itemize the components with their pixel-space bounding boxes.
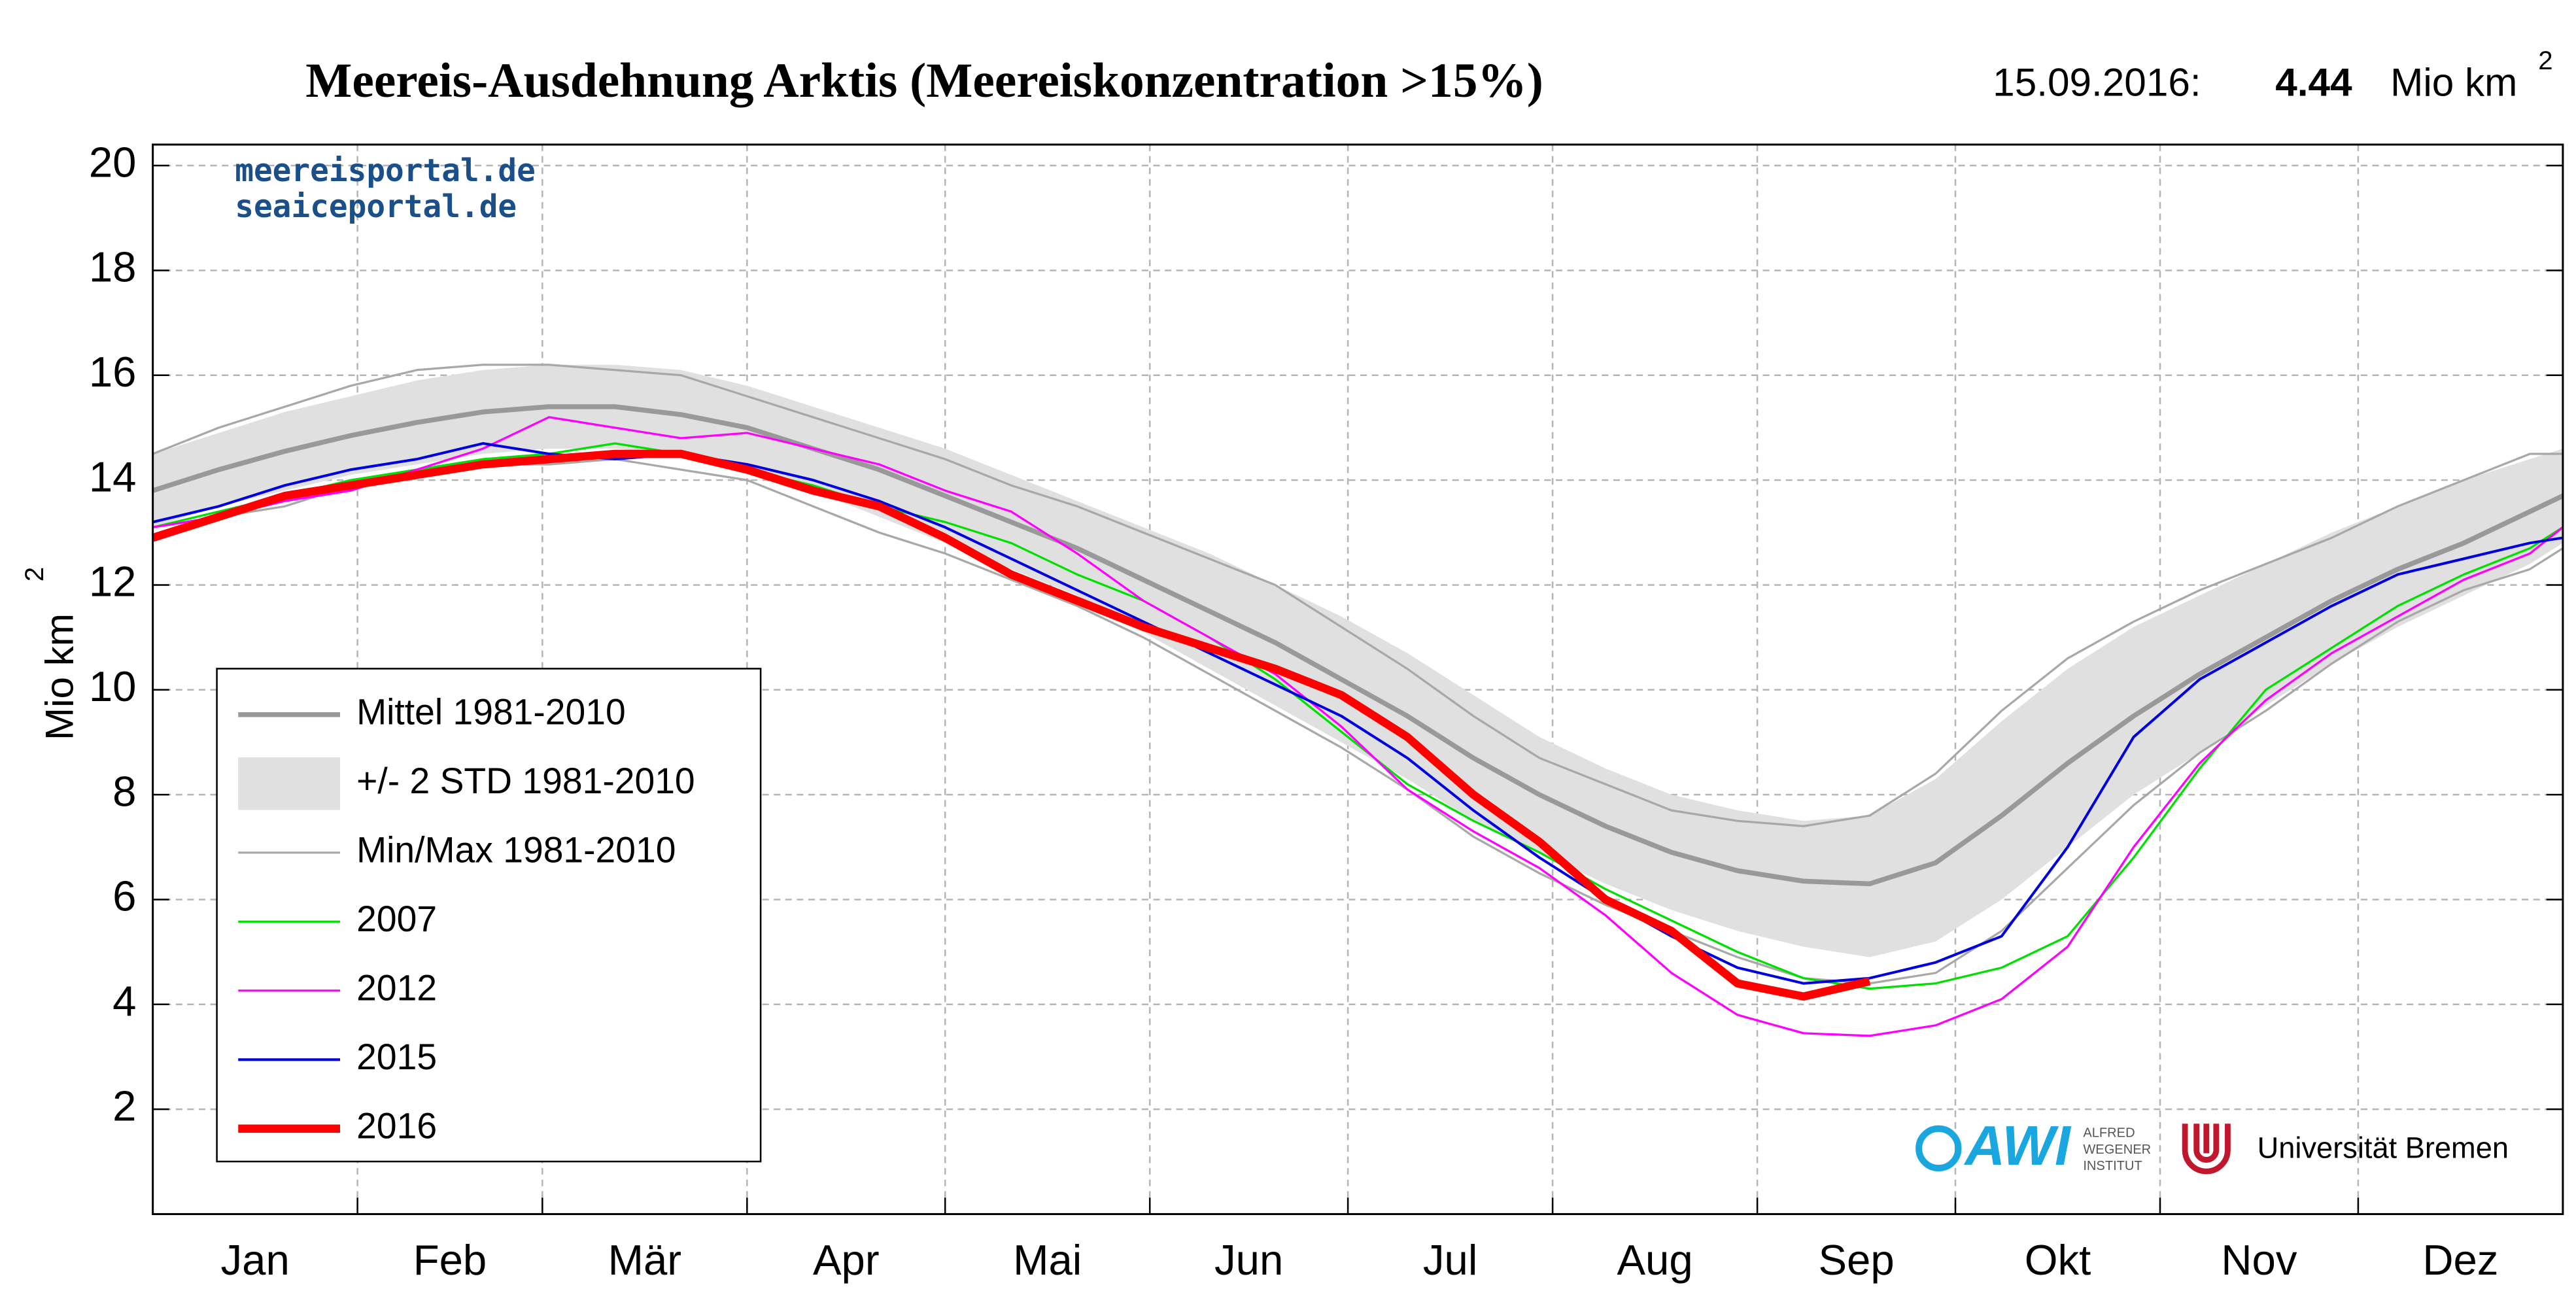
x-tick-label: Aug	[1617, 1236, 1693, 1284]
unit-power: 2	[2538, 46, 2552, 75]
x-tick-label: Sep	[1818, 1236, 1894, 1284]
axes-frame	[152, 143, 2564, 1215]
y-tick-label: 4	[112, 977, 136, 1025]
y-axis-label-power: 2	[20, 567, 49, 581]
y-tick-label: 8	[112, 767, 136, 815]
y-tick-label: 12	[89, 558, 137, 606]
x-tick-label: Dez	[2422, 1236, 2498, 1284]
x-tick-label: Okt	[2025, 1236, 2091, 1284]
legend: Mittel 1981-2010 +/- 2 STD 1981-2010 Min/M…	[216, 668, 762, 1163]
unit: Mio km	[2390, 60, 2517, 105]
legend-label: 2007	[356, 899, 437, 939]
y-tick-label: 6	[112, 872, 136, 920]
x-tick-label: Mär	[608, 1236, 681, 1284]
y-tick-label: 14	[89, 453, 137, 500]
x-tick-label: Jun	[1214, 1236, 1283, 1284]
legend-swatch	[238, 757, 341, 810]
logo-shape	[2182, 1124, 2231, 1175]
legend-label: 2016	[356, 1105, 437, 1146]
x-tick-label: Jan	[220, 1236, 289, 1284]
y-tick-label: 16	[89, 348, 137, 396]
logo-text: WEGENER	[2083, 1143, 2151, 1157]
x-tick-label: Apr	[813, 1236, 880, 1284]
y-tick-label: 10	[89, 662, 137, 710]
logo-text: AWI	[1963, 1115, 2072, 1177]
logo-text: ALFRED	[2083, 1126, 2135, 1141]
logo-text: INSTITUT	[2083, 1159, 2142, 1173]
y-axis-label: Mio km	[37, 613, 81, 740]
legend-label: 2015	[356, 1037, 437, 1077]
watermark: seaiceportal.de	[235, 189, 517, 225]
legend-label: +/- 2 STD 1981-2010	[356, 761, 695, 801]
plot-area: 2 4 6 8 10 12 14 16 18 20 Jan Feb Mär Apr Mai Jun Jul Aug…	[89, 138, 2564, 1284]
x-tick-label: Nov	[2221, 1236, 2297, 1284]
series-line	[152, 416, 2564, 1037]
logo-shape	[1915, 1125, 1962, 1172]
series-line	[152, 458, 2564, 985]
logo-text: Universität Bremen	[2258, 1131, 2509, 1164]
chart-title: Meereis-Ausdehnung Arktis (Meereiskonzen…	[305, 54, 1543, 108]
watermark: meereisportal.de	[235, 153, 536, 189]
awi-logo: AWI ALFRED WEGENER INSTITUT	[1915, 1115, 2151, 1177]
x-tick-label: Jul	[1423, 1236, 1477, 1284]
series-line	[152, 364, 2563, 827]
std-band	[152, 364, 2563, 957]
legend-box	[216, 668, 762, 1163]
x-tick-label: Feb	[413, 1236, 487, 1284]
current-value: 4.44	[2275, 60, 2352, 105]
legend-label: Min/Max 1981-2010	[356, 829, 676, 870]
y-tick-label: 18	[89, 243, 137, 291]
date-label: 15.09.2016:	[1993, 60, 2201, 105]
y-tick-label: 2	[112, 1082, 136, 1129]
bremen-logo: Universität Bremen	[2182, 1124, 2509, 1175]
series-line	[151, 449, 1871, 1001]
legend-label: Mittel 1981-2010	[356, 691, 626, 732]
y-tick-label: 20	[89, 138, 137, 186]
x-tick-label: Mai	[1013, 1236, 1082, 1284]
legend-label: 2012	[356, 967, 437, 1008]
series-line	[152, 404, 2564, 887]
